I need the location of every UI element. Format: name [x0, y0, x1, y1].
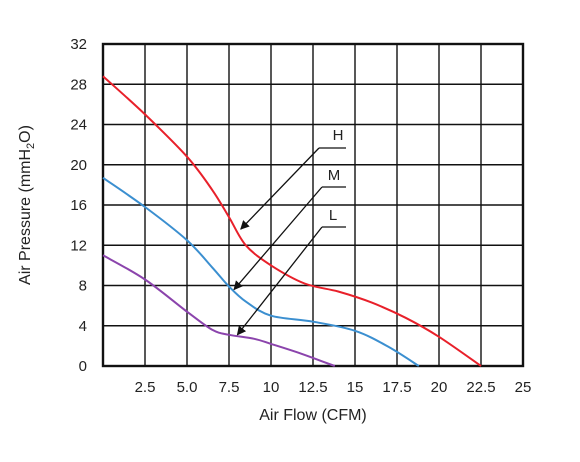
x-tick-label-5: 15	[347, 379, 364, 396]
series-line-m	[102, 176, 420, 367]
y-axis-title-subscript: 2	[25, 143, 37, 149]
callout-label-m: M	[328, 167, 341, 184]
y-tick-label-0: 0	[79, 358, 87, 375]
x-tick-label-3: 10	[263, 379, 280, 396]
x-tick-label-8: 22.5	[466, 379, 495, 396]
x-tick-label-6: 17.5	[382, 379, 411, 396]
callout-label-l: L	[329, 207, 337, 224]
y-tick-label-3: 12	[70, 237, 87, 254]
series-line-h	[102, 75, 482, 367]
x-tick-label-0: 2.5	[135, 379, 156, 396]
y-tick-label-1: 4	[79, 318, 87, 335]
y-axis-title-end: O)	[17, 125, 34, 143]
y-tick-label-5: 20	[70, 157, 87, 174]
x-tick-label-7: 20	[431, 379, 448, 396]
y-tick-label-2: 8	[79, 278, 87, 295]
callout-arrow-h	[240, 147, 320, 230]
callout-label-h: H	[333, 127, 344, 144]
x-tick-label-9: 25	[515, 379, 532, 396]
y-tick-label-8: 32	[70, 36, 87, 53]
y-tick-label-7: 28	[70, 76, 87, 93]
plot-frame	[101, 42, 525, 368]
y-tick-label-4: 16	[70, 197, 87, 214]
callout-arrow-l	[236, 226, 323, 336]
x-axis-title: Air Flow (CFM)	[259, 407, 367, 424]
y-tick-label-6: 24	[70, 117, 87, 134]
x-tick-label-2: 7.5	[219, 379, 240, 396]
series-line-l	[102, 254, 336, 367]
x-tick-label-1: 5.0	[177, 379, 198, 396]
y-axis-title: Air Pressure (mmH2O)	[17, 125, 37, 285]
x-tick-label-4: 12.5	[298, 379, 327, 396]
y-axis-title-main: Air Pressure (mmH	[17, 149, 34, 285]
callout-arrow-m	[233, 186, 323, 291]
